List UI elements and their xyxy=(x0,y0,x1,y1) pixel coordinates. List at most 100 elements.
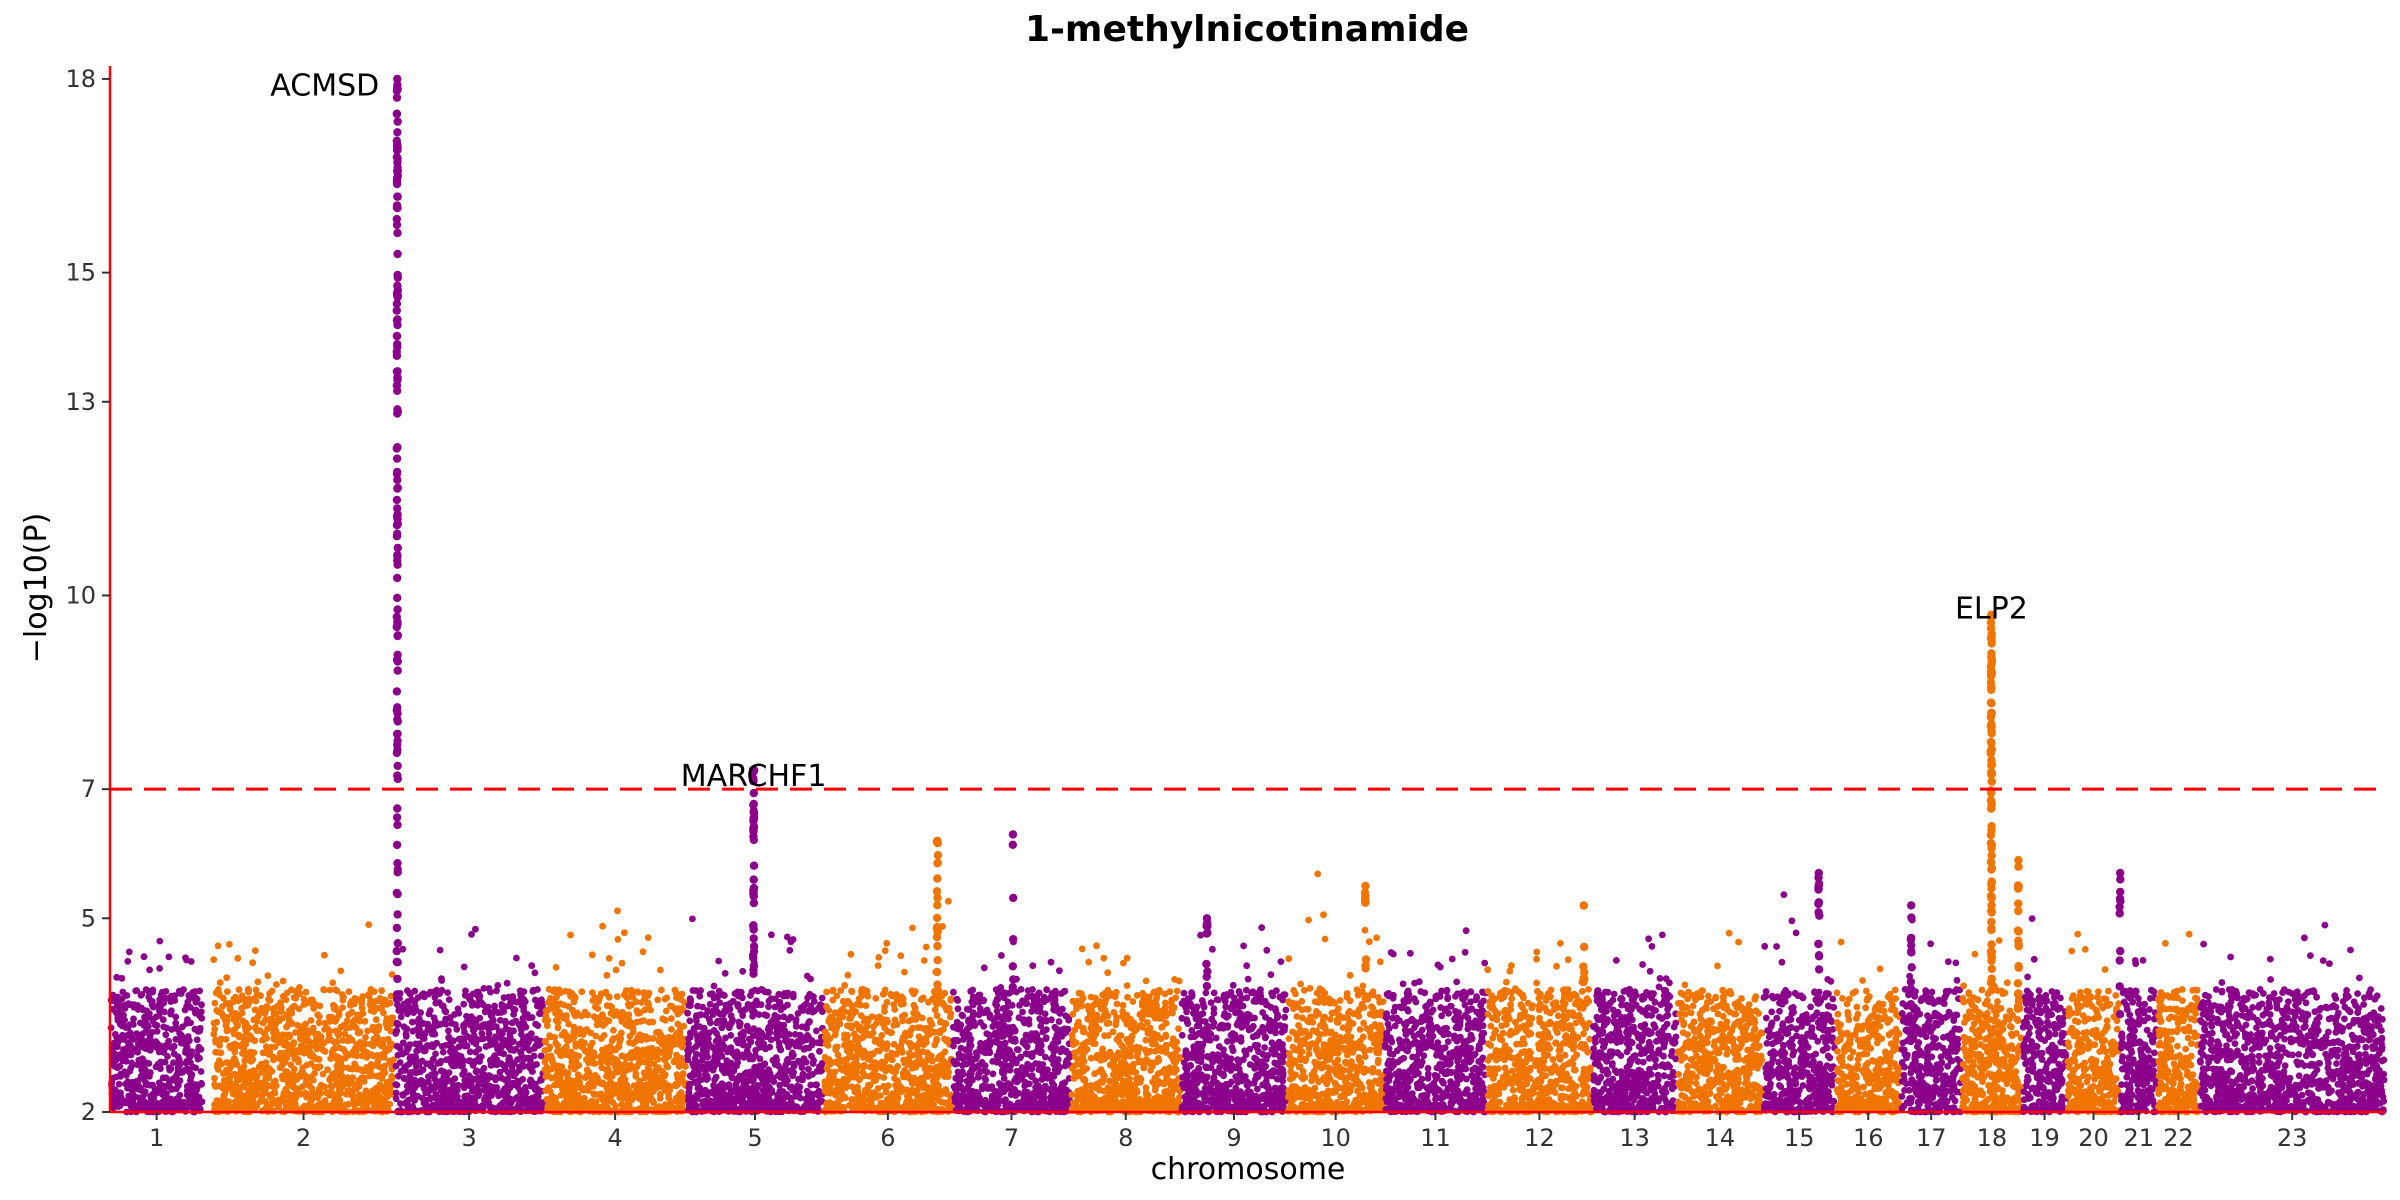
snp-point xyxy=(884,1052,891,1060)
snp-point xyxy=(518,1031,525,1038)
snp-point xyxy=(922,943,930,951)
snp-point xyxy=(610,1026,617,1034)
snp-point xyxy=(292,994,300,1002)
snp-point xyxy=(236,1095,244,1102)
snp-point xyxy=(159,1082,167,1090)
snp-point xyxy=(659,1015,667,1023)
snp-point xyxy=(114,993,122,1001)
snp-point xyxy=(156,937,164,945)
snp-point xyxy=(231,1070,238,1078)
snp-point xyxy=(431,1070,439,1077)
snp-point xyxy=(438,1093,446,1101)
snp-point xyxy=(140,953,148,961)
snp-point xyxy=(941,989,949,997)
snp-point xyxy=(589,997,597,1004)
snp-point xyxy=(570,1023,578,1031)
snp-point xyxy=(162,1044,170,1051)
snp-point xyxy=(612,966,620,974)
snp-point xyxy=(487,988,494,996)
snp-point xyxy=(351,1000,358,1008)
snp-point xyxy=(283,989,291,997)
snp-point xyxy=(890,1001,898,1008)
snp-point xyxy=(254,978,262,986)
snp-point xyxy=(799,1070,807,1078)
snp-point xyxy=(187,1019,195,1027)
snp-point xyxy=(383,1079,391,1086)
snp-point xyxy=(320,1039,328,1047)
snp-point xyxy=(226,1005,234,1013)
snp-point xyxy=(327,1055,335,1062)
snp-point xyxy=(151,1085,159,1093)
snp-point xyxy=(479,1072,486,1080)
snp-point xyxy=(633,1053,640,1061)
snp-point xyxy=(532,1094,540,1102)
snp-point xyxy=(671,986,679,994)
snp-point xyxy=(508,1063,516,1071)
snp-point xyxy=(350,1100,358,1107)
snp-point xyxy=(224,988,231,995)
snp-point xyxy=(153,1022,161,1029)
snp-point xyxy=(119,1031,126,1039)
snp-point xyxy=(534,1022,542,1029)
snp-point xyxy=(118,974,126,982)
snp-point xyxy=(643,1093,650,1100)
snp-point xyxy=(862,1002,870,1009)
snp-point xyxy=(403,1098,411,1105)
snp-point xyxy=(816,1047,823,1055)
snp-point xyxy=(579,1044,587,1052)
snp-point xyxy=(917,1024,924,1031)
snp-point xyxy=(798,1064,806,1071)
snp-point xyxy=(570,998,578,1006)
snp-point xyxy=(890,1098,898,1106)
snp-point xyxy=(114,1043,121,1051)
snp-point xyxy=(825,1085,832,1093)
snp-point xyxy=(945,897,952,905)
chromosome-1-points xyxy=(107,937,206,1116)
snp-point xyxy=(335,1090,343,1098)
snp-point xyxy=(686,1072,694,1080)
snp-point xyxy=(742,1005,749,1013)
snp-point xyxy=(406,1041,414,1049)
snp-point xyxy=(464,1033,472,1041)
snp-point xyxy=(670,1058,678,1066)
snp-point xyxy=(654,996,662,1004)
snp-point xyxy=(832,1046,840,1054)
snp-point xyxy=(268,1067,276,1075)
snp-point xyxy=(198,1014,206,1022)
snp-point xyxy=(214,942,222,950)
snp-point xyxy=(640,1069,648,1077)
snp-point xyxy=(472,1103,480,1111)
snp-point xyxy=(712,1073,720,1081)
snp-point xyxy=(552,1017,560,1024)
snp-point xyxy=(786,1083,794,1091)
snp-point xyxy=(789,936,797,943)
snp-point xyxy=(155,1007,163,1014)
snp-point xyxy=(188,1103,196,1111)
snp-point xyxy=(242,1100,250,1107)
snp-point xyxy=(768,931,775,939)
snp-point xyxy=(338,1072,346,1079)
snp-point xyxy=(710,982,718,990)
snp-point xyxy=(392,1030,400,1037)
snp-point xyxy=(848,988,856,996)
snp-point xyxy=(505,1002,513,1010)
snp-point xyxy=(214,1066,222,1073)
snp-point xyxy=(230,1016,238,1023)
snp-point xyxy=(625,1011,633,1019)
snp-point xyxy=(253,990,261,998)
snp-point xyxy=(715,987,723,995)
snp-point xyxy=(238,1004,246,1012)
snp-point xyxy=(809,1071,816,1078)
snp-point xyxy=(466,1057,474,1064)
snp-point xyxy=(645,1086,653,1094)
snp-point xyxy=(553,1100,561,1108)
snp-point xyxy=(914,1047,922,1055)
snp-point xyxy=(726,1000,734,1007)
snp-point xyxy=(785,1031,793,1038)
snp-point xyxy=(351,1082,359,1090)
snp-point xyxy=(365,992,373,1000)
snp-point xyxy=(140,1044,148,1051)
snp-point xyxy=(736,1020,744,1027)
snp-point xyxy=(258,1095,266,1103)
snp-point xyxy=(146,966,154,974)
